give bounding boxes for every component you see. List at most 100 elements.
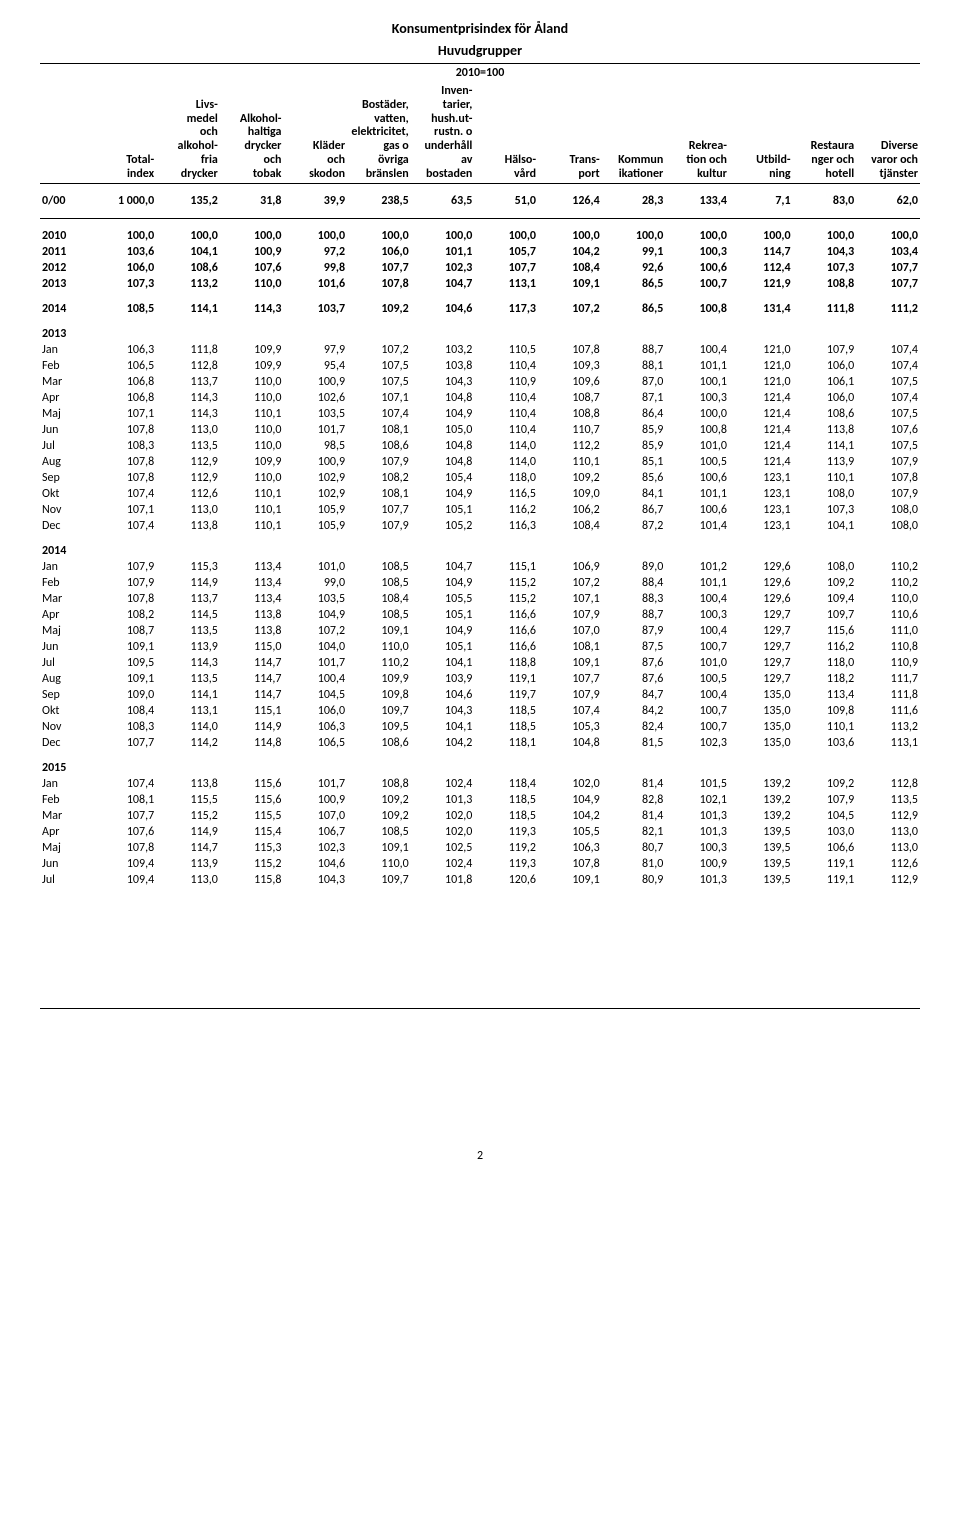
data-cell: 110,2 [856, 559, 920, 575]
data-cell: 135,0 [729, 735, 793, 751]
data-cell: 107,2 [538, 292, 602, 317]
data-cell: 104,5 [793, 808, 857, 824]
data-cell: 100,4 [665, 623, 729, 639]
data-cell: 110,1 [793, 719, 857, 735]
data-cell: 113,5 [156, 671, 220, 687]
year-label: 2014 [40, 534, 93, 559]
data-cell: 112,4 [729, 260, 793, 276]
column-header: Livs-medelochalkohol-friadrycker [156, 84, 220, 183]
data-cell: 109,7 [347, 703, 411, 719]
data-cell: 108,7 [93, 623, 157, 639]
data-cell: 110,0 [220, 276, 284, 292]
data-cell: 81,4 [602, 776, 666, 792]
data-cell: 110,8 [856, 639, 920, 655]
data-cell: 110,1 [793, 470, 857, 486]
data-cell: 114,3 [220, 292, 284, 317]
data-cell: 109,4 [93, 872, 157, 888]
data-cell: 84,7 [602, 687, 666, 703]
bottom-rule [40, 1008, 920, 1009]
data-cell: 110,1 [220, 406, 284, 422]
data-cell: 139,5 [729, 824, 793, 840]
data-cell: 123,1 [729, 518, 793, 534]
data-cell: 113,5 [156, 438, 220, 454]
data-cell: 100,9 [220, 244, 284, 260]
data-cell: 129,7 [729, 671, 793, 687]
data-cell: 107,5 [347, 374, 411, 390]
data-cell: 105,1 [411, 639, 475, 655]
data-cell: 114,9 [156, 824, 220, 840]
column-header: Inven-tarier,hush.ut-rustn. ounderhållav… [411, 84, 475, 183]
data-cell: 104,3 [411, 374, 475, 390]
data-cell: 114,1 [156, 292, 220, 317]
data-cell: 100,9 [283, 374, 347, 390]
data-cell: 118,4 [474, 776, 538, 792]
data-cell: 88,7 [602, 342, 666, 358]
weights-cell: 7,1 [729, 184, 793, 219]
data-cell: 102,4 [411, 856, 475, 872]
data-cell: 101,1 [411, 244, 475, 260]
data-cell: 111,2 [856, 292, 920, 317]
data-cell: 88,4 [602, 575, 666, 591]
data-cell: 86,5 [602, 292, 666, 317]
data-cell: 108,4 [538, 260, 602, 276]
data-cell: 104,8 [411, 390, 475, 406]
data-cell: 104,1 [411, 655, 475, 671]
data-cell: 107,1 [347, 390, 411, 406]
weights-cell: 51,0 [474, 184, 538, 219]
data-cell: 110,4 [474, 422, 538, 438]
data-cell: 110,7 [538, 422, 602, 438]
column-header: Bostäder,vatten,elektricitet,gas oövriga… [347, 84, 411, 183]
row-label: Sep [40, 687, 93, 703]
data-cell: 112,6 [856, 856, 920, 872]
row-label: Jan [40, 559, 93, 575]
data-cell: 100,0 [856, 219, 920, 244]
data-cell: 101,7 [283, 655, 347, 671]
cpi-table: Total-index Livs-medelochalkohol-friadry… [40, 84, 920, 888]
data-cell: 113,8 [220, 607, 284, 623]
data-cell: 86,5 [602, 276, 666, 292]
data-cell: 102,1 [665, 792, 729, 808]
data-cell: 109,2 [347, 792, 411, 808]
data-cell: 110,0 [220, 422, 284, 438]
data-cell: 118,1 [474, 735, 538, 751]
data-cell: 109,6 [538, 374, 602, 390]
data-cell: 100,5 [665, 671, 729, 687]
data-cell: 110,4 [474, 390, 538, 406]
data-cell: 109,1 [93, 639, 157, 655]
data-cell: 114,7 [220, 687, 284, 703]
data-cell: 89,0 [602, 559, 666, 575]
data-cell: 110,0 [347, 856, 411, 872]
data-cell: 113,2 [856, 719, 920, 735]
data-cell: 106,9 [538, 559, 602, 575]
data-cell: 107,9 [856, 486, 920, 502]
year-label: 2013 [40, 317, 93, 342]
data-cell: 114,3 [156, 655, 220, 671]
data-cell: 113,2 [156, 276, 220, 292]
data-cell: 100,0 [156, 219, 220, 244]
weights-cell: 62,0 [856, 184, 920, 219]
data-cell: 100,0 [602, 219, 666, 244]
data-cell: 113,1 [474, 276, 538, 292]
data-cell: 81,0 [602, 856, 666, 872]
data-cell: 100,0 [220, 219, 284, 244]
data-cell: 103,2 [411, 342, 475, 358]
data-cell: 106,0 [347, 244, 411, 260]
data-cell: 109,7 [793, 607, 857, 623]
data-cell: 112,9 [856, 808, 920, 824]
data-cell: 108,1 [538, 639, 602, 655]
weights-cell: 133,4 [665, 184, 729, 219]
data-cell: 101,1 [665, 358, 729, 374]
data-cell: 87,5 [602, 639, 666, 655]
data-cell: 107,8 [93, 422, 157, 438]
data-cell: 106,5 [283, 735, 347, 751]
data-cell: 108,6 [347, 438, 411, 454]
data-cell: 139,2 [729, 808, 793, 824]
data-cell: 110,1 [220, 486, 284, 502]
data-cell: 107,6 [220, 260, 284, 276]
data-cell: 104,9 [411, 575, 475, 591]
data-cell: 107,7 [856, 260, 920, 276]
data-cell: 114,5 [156, 607, 220, 623]
data-cell: 104,8 [411, 454, 475, 470]
data-cell: 123,1 [729, 470, 793, 486]
data-cell: 110,0 [347, 639, 411, 655]
